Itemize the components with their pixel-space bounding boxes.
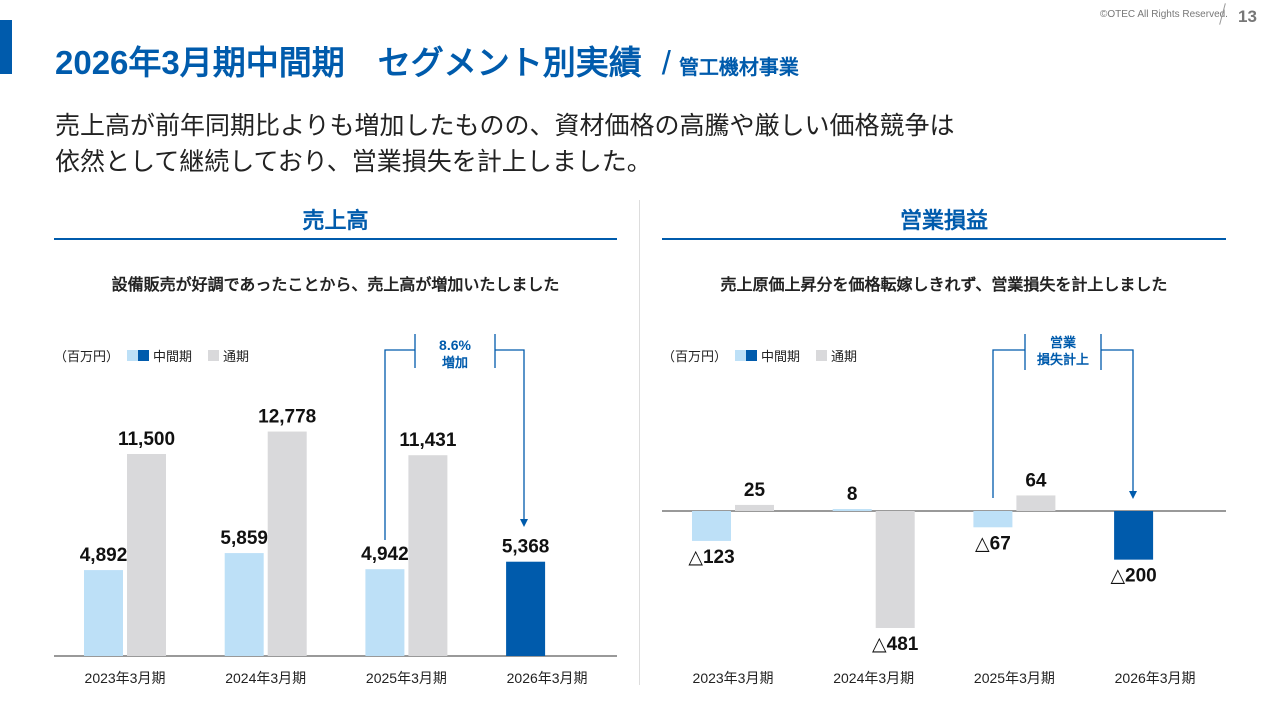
sales-bar-interim: [84, 570, 123, 656]
sales-bar-interim: [224, 553, 264, 656]
oi-data-label: 8: [847, 484, 858, 505]
oi-data-label: △67: [975, 533, 1011, 554]
sales-bracket-left: [384, 349, 415, 540]
oi-bar-interim: [973, 511, 1013, 528]
sales-arrow-icon: [520, 519, 528, 527]
oi-bar-full-year: [1016, 495, 1056, 511]
sales-annotation: [384, 334, 528, 540]
unit-label: （百万円）: [662, 349, 728, 364]
oi-data-label: △123: [688, 547, 734, 568]
oi-arrow-icon: [1129, 491, 1137, 499]
operating-income-heading: 営業損益: [899, 208, 988, 233]
legend-full-year: 通期: [223, 349, 250, 364]
legend-swatch-interim-light: [735, 350, 747, 361]
sales-bracket-right: [495, 349, 525, 520]
legend-swatch-interim-dark: [138, 350, 150, 361]
sales-description: 設備販売が好調であったことから、売上高が増加いたしました: [111, 277, 560, 294]
oi-bracket-right: [1101, 349, 1134, 492]
sales-bar-interim: [506, 561, 546, 656]
oi-bar-full-year: [875, 511, 915, 628]
sales-heading: 売上高: [302, 208, 369, 233]
column-divider: [639, 200, 640, 685]
legend-swatch-interim-dark: [746, 350, 758, 361]
oi-data-label: 64: [1025, 470, 1047, 491]
sales-annotation-line1: 8.6%: [439, 337, 471, 353]
sales-category-label: 2025年3月期: [366, 670, 447, 686]
oi-bar-interim: [832, 509, 872, 511]
page-number: 13: [1238, 7, 1257, 26]
legend-swatch-full-year: [208, 350, 220, 361]
oi-bar-interim: [1114, 511, 1154, 560]
oi-bar-full-year: [735, 504, 774, 511]
sales-category-label: 2026年3月期: [507, 670, 588, 686]
operating-income-legend: （百万円） 中間期 通期: [662, 346, 857, 365]
lead-line-1: 売上高が前年同期比よりも増加したものの、資材価格の高騰や厳しい価格競争は: [55, 112, 955, 140]
sales-annotation-line2: 増加: [442, 355, 468, 370]
legend-swatch-full-year: [816, 350, 828, 361]
sales-data-label: 11,500: [118, 429, 175, 450]
page-title: 2026年3月期中間期 セグメント別実績 / 管工機材事業: [55, 36, 799, 84]
sales-bar-full-year: [127, 454, 166, 656]
sales-data-label: 4,942: [361, 544, 409, 565]
sales-category-label: 2023年3月期: [85, 670, 166, 686]
operating-income-description: 売上原価上昇分を価格転嫁しきれず、営業損失を計上しました: [720, 277, 1168, 294]
sales-category-label: 2024年3月期: [225, 670, 306, 686]
oi-bar-interim: [692, 511, 731, 541]
title-subtitle: 管工機材事業: [678, 57, 799, 79]
sales-legend: （百万円） 中間期 通期: [54, 346, 249, 365]
oi-annotation-line1: 営業: [1050, 335, 1077, 350]
sales-data-label: 4,892: [80, 545, 128, 566]
oi-annotation-line2: 損失計上: [1037, 352, 1089, 367]
title-separator: /: [661, 44, 671, 81]
sales-rule: [54, 238, 617, 240]
title-text: 2026年3月期中間期 セグメント別実績: [55, 44, 642, 81]
copyright: ©OTEC All Rights Reserved.: [1100, 9, 1228, 20]
oi-category-label: 2025年3月期: [974, 670, 1055, 686]
sales-data-label: 5,859: [220, 528, 268, 549]
operating-income-rule: [662, 238, 1226, 240]
sales-bar-full-year: [267, 431, 307, 656]
sales-data-label: 11,431: [399, 430, 456, 451]
sales-bar-interim: [365, 569, 405, 656]
oi-data-label: 25: [744, 480, 766, 501]
lead-line-2: 依然として継続しており、営業損失を計上しました。: [55, 148, 652, 176]
accent-bar: [0, 20, 12, 74]
oi-annotation: [992, 334, 1137, 499]
legend-interim: 中間期: [761, 349, 801, 364]
legend-interim: 中間期: [153, 349, 193, 364]
oi-data-label: △481: [872, 634, 919, 655]
unit-label: （百万円）: [54, 349, 120, 364]
sales-data-label: 12,778: [258, 407, 316, 428]
oi-category-label: 2026年3月期: [1115, 670, 1196, 686]
legend-full-year: 通期: [831, 349, 858, 364]
oi-category-label: 2024年3月期: [833, 670, 914, 686]
oi-data-label: △200: [1110, 566, 1156, 587]
oi-bracket-left: [992, 349, 1025, 498]
sales-data-label: 5,368: [502, 537, 550, 558]
oi-category-label: 2023年3月期: [693, 670, 774, 686]
legend-swatch-interim-light: [127, 350, 139, 361]
sales-bar-full-year: [408, 455, 448, 656]
